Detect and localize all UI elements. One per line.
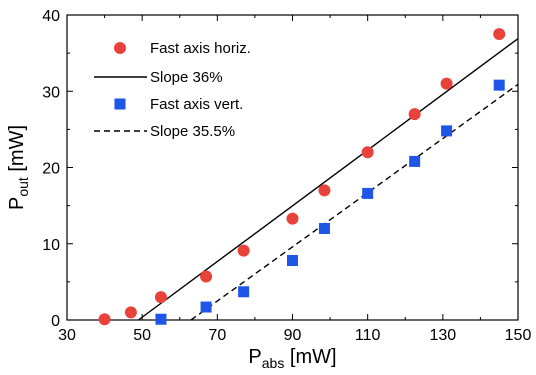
data-point-square <box>155 313 167 325</box>
x-tick-label: 130 <box>429 327 456 344</box>
x-tick-label: 70 <box>208 327 226 344</box>
data-point-circle <box>124 306 137 319</box>
data-point-circle <box>361 146 374 159</box>
data-point-square <box>409 155 421 167</box>
x-axis-label-unit: [mW] <box>284 346 336 368</box>
data-point-square <box>362 187 374 199</box>
plot-frame <box>66 14 519 321</box>
data-point-square <box>493 79 505 91</box>
x-tick-label: 50 <box>133 327 151 344</box>
tick-labels: 30 50 70 90 110 130 150 0 10 20 30 40 <box>42 8 531 344</box>
y-tick-label: 20 <box>42 161 60 178</box>
data-point-circle <box>493 28 506 41</box>
x-axis-label-base: P <box>248 346 261 368</box>
axis-ticks <box>66 14 519 321</box>
data-point-circle <box>318 184 331 197</box>
legend-symbol <box>114 98 126 110</box>
x-tick-label: 90 <box>284 327 302 344</box>
data-point-circle <box>154 291 167 304</box>
data-point-square <box>318 223 330 234</box>
y-tick-label: 0 <box>51 313 60 330</box>
fit-line <box>190 83 519 321</box>
x-tick-label: 110 <box>355 327 381 344</box>
data-point-circle <box>98 313 111 326</box>
data-point-square <box>200 301 212 313</box>
x-tick-label: 30 <box>58 327 76 344</box>
legend-entry-label: Fast axis vert. <box>150 96 243 113</box>
data-point-square <box>238 286 250 298</box>
x-axis-label: Pabs [mW] <box>248 346 336 371</box>
data-point-circle <box>286 212 299 225</box>
legend: Fast axis horiz. Slope 36% Fast axis vert.… <box>94 40 251 140</box>
y-tick-label: 40 <box>42 8 60 25</box>
legend-entry-label: Fast axis horiz. <box>150 40 251 57</box>
legend-entry-label: Slope 35.5% <box>150 123 235 140</box>
legend-symbol <box>114 42 126 54</box>
y-axis-label: Pout [mW] <box>6 125 31 210</box>
data-point-square <box>441 125 453 137</box>
data-point-circle <box>440 77 453 90</box>
legend-entry-label: Slope 36% <box>150 69 223 86</box>
y-axis-label-unit: [mW] <box>6 125 28 177</box>
y-axis-label-sub: out <box>15 177 31 197</box>
data-points <box>98 28 506 326</box>
data-point-circle <box>237 244 250 257</box>
data-point-circle <box>200 270 213 283</box>
y-tick-label: 10 <box>42 237 60 254</box>
y-tick-label: 30 <box>42 84 60 101</box>
x-tick-label: 150 <box>505 327 532 344</box>
y-axis-label-base: P <box>6 197 28 210</box>
data-point-square <box>287 255 298 267</box>
x-axis-label-sub: abs <box>262 355 285 371</box>
data-point-circle <box>408 108 421 121</box>
